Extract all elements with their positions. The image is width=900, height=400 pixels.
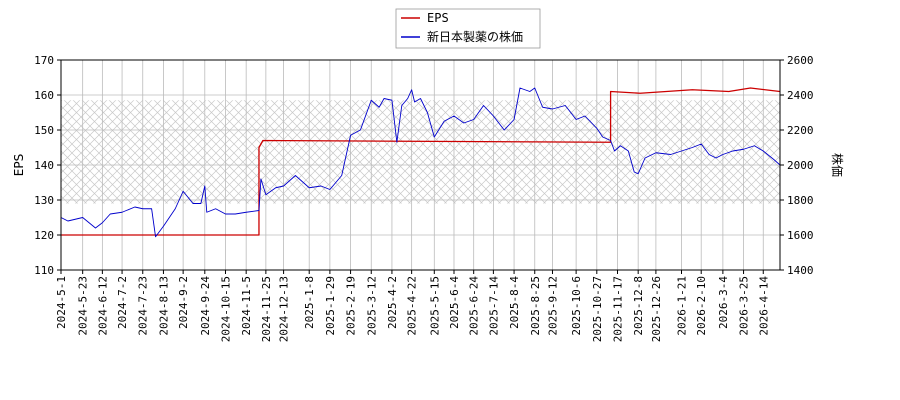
y-left-tick-label: 160 [34,89,54,102]
y-left-tick-label: 110 [34,264,54,277]
y-right-tick-label: 2200 [787,124,814,137]
y-left-tick-label: 140 [34,159,54,172]
y-right-ticks: 1400 1600 1800 2000 2200 2400 2600 [780,54,814,277]
x-tick-label: 2025-3-12 [365,276,378,336]
y-right-tick-label: 1400 [787,264,814,277]
x-tick-label: 2025-12-26 [650,276,663,342]
x-tick-label: 2024-10-15 [219,276,232,342]
legend-label-price: 新日本製薬の株価 [427,29,523,44]
x-tick-label: 2026-4-14 [757,276,770,336]
x-tick-label: 2024-5-1 [55,276,68,329]
x-tick-label: 2024-5-23 [77,276,90,336]
x-tick-label: 2026-1-21 [676,276,689,336]
x-tick-label: 2025-1-29 [324,276,337,336]
series-line-price [61,87,780,238]
x-tick-label: 2025-5-15 [428,276,441,336]
x-tick-label: 2025-1-8 [303,276,316,329]
y-left-axis-label: EPS [12,154,26,176]
x-ticks: 2024-5-1 2024-5-23 2024-6-12 2024-7-2 2024-7… [55,270,770,342]
x-tick-label: 2024-6-12 [96,276,109,336]
series-line-eps [61,87,780,236]
x-tick-label: 2024-11-5 [240,276,253,336]
y-right-tick-label: 2400 [787,89,814,102]
x-tick-label: 2025-10-6 [570,276,583,336]
x-tick-label: 2025-7-14 [487,276,500,336]
y-right-tick-label: 2000 [787,159,814,172]
x-tick-label: 2025-10-27 [591,276,604,342]
x-tick-label: 2024-9-2 [177,276,190,329]
y-right-tick-label: 1600 [787,229,814,242]
x-tick-label: 2025-4-22 [406,276,419,336]
x-tick-label: 2024-8-13 [157,276,170,336]
x-tick-label: 2025-11-17 [611,276,624,342]
x-tick-label: 2026-3-4 [717,276,730,329]
x-tick-label: 2025-8-25 [529,276,542,336]
y-left-ticks: 110 120 130 140 150 160 170 [34,54,61,277]
x-tick-label: 2026-2-10 [695,276,708,336]
y-left-tick-label: 150 [34,124,54,137]
x-tick-label: 2024-11-25 [260,276,273,342]
legend-label-eps: EPS [427,11,449,25]
x-tick-label: 2024-7-2 [116,276,129,329]
x-tick-label: 2025-4-2 [386,276,399,329]
x-tick-label: 2025-12-8 [632,276,645,336]
legend-box [395,8,541,49]
x-tick-label: 2024-12-13 [278,276,291,342]
y-right-axis-label: 株価 [830,153,845,177]
y-left-tick-label: 170 [34,54,54,67]
x-tick-label: 2024-7-23 [137,276,150,336]
y-right-tick-label: 1800 [787,194,814,207]
x-tick-label: 2026-3-25 [738,276,751,336]
x-tick-label: 2024-9-24 [199,276,212,336]
x-tick-label: 2025-6-4 [448,276,461,329]
legend: EPS 新日本製薬の株価 [395,8,541,49]
series-group [61,87,780,238]
y-left-tick-label: 130 [34,194,54,207]
x-tick-label: 2025-8-4 [508,276,521,329]
y-right-tick-label: 2600 [787,54,814,67]
y-left-tick-label: 120 [34,229,54,242]
x-tick-label: 2025-9-12 [546,276,559,336]
x-tick-label: 2025-6-24 [468,276,481,336]
hatched-band [61,100,780,204]
x-tick-label: 2025-2-19 [345,276,358,336]
